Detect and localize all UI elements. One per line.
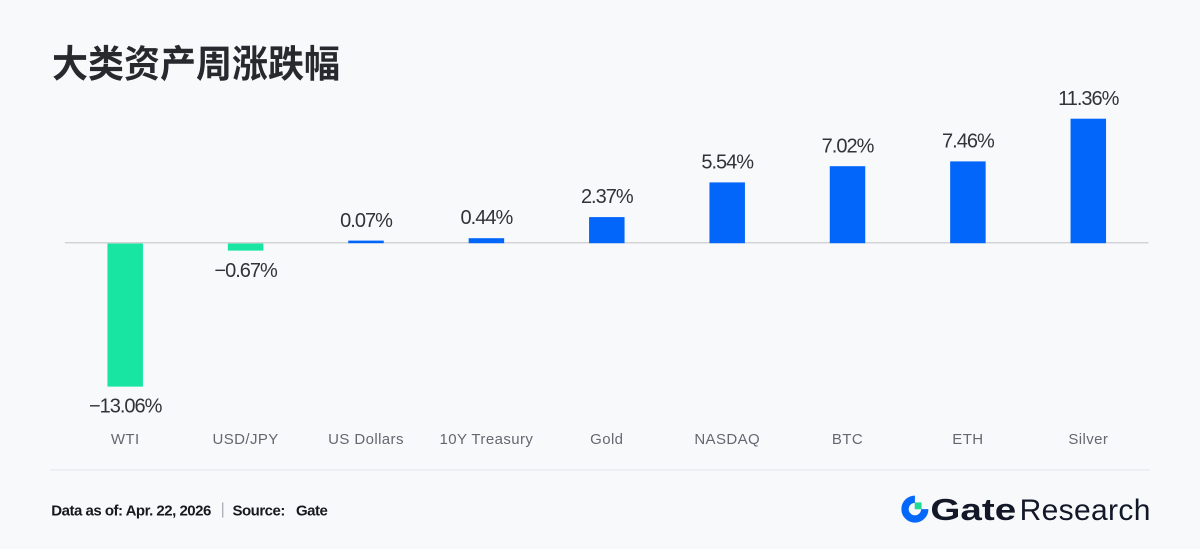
svg-text:Research: Research: [1020, 494, 1151, 527]
svg-text:7.46%: 7.46%: [942, 131, 995, 153]
svg-text:Data as of: Apr. 22, 2026: Data as of: Apr. 22, 2026: [51, 503, 211, 520]
svg-text:2.37%: 2.37%: [581, 186, 634, 208]
svg-text:Source:: Source:: [233, 503, 285, 520]
svg-text:WTI: WTI: [111, 431, 140, 448]
svg-text:Gate: Gate: [930, 493, 1016, 528]
svg-text:11.36%: 11.36%: [1058, 88, 1120, 110]
svg-text:Gate: Gate: [296, 503, 328, 520]
svg-text:USD/JPY: USD/JPY: [213, 431, 279, 448]
svg-text:US Dollars: US Dollars: [328, 431, 404, 448]
svg-text:0.07%: 0.07%: [340, 210, 393, 232]
svg-text:7.02%: 7.02%: [822, 135, 875, 157]
svg-text:5.54%: 5.54%: [701, 152, 754, 174]
svg-text:ETH: ETH: [952, 431, 983, 448]
svg-text:0.44%: 0.44%: [461, 207, 514, 229]
svg-text:BTC: BTC: [832, 431, 863, 448]
svg-text:−13.06%: −13.06%: [89, 396, 163, 418]
svg-text:Silver: Silver: [1068, 431, 1108, 448]
svg-text:−0.67%: −0.67%: [214, 260, 278, 282]
svg-text:10Y Treasury: 10Y Treasury: [440, 431, 534, 448]
svg-text:Gold: Gold: [590, 431, 623, 448]
svg-text:NASDAQ: NASDAQ: [694, 431, 760, 448]
